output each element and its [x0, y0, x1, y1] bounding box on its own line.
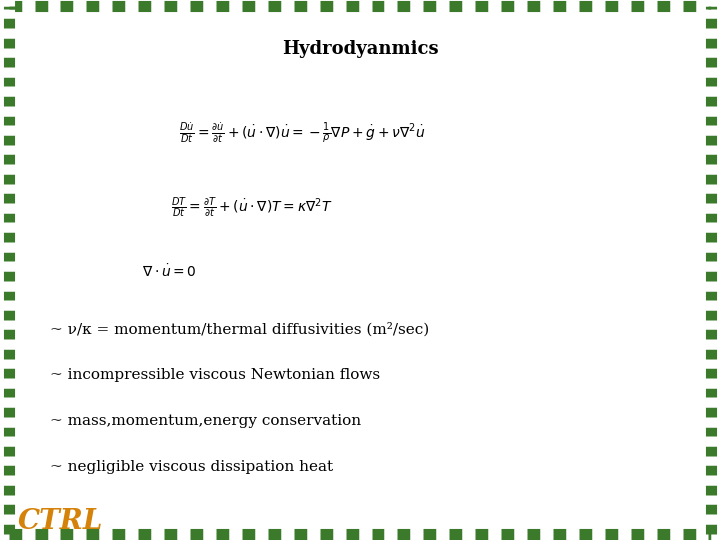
Text: ~ mass,momentum,energy conservation: ~ mass,momentum,energy conservation: [50, 414, 361, 428]
Text: $\frac{DT}{Dt} = \frac{\partial T}{\partial t} + (\dot{u}\cdot\nabla)T = \kappa\: $\frac{DT}{Dt} = \frac{\partial T}{\part…: [171, 195, 333, 220]
Text: Hydrodyanmics: Hydrodyanmics: [282, 40, 438, 58]
Text: ~ negligible viscous dissipation heat: ~ negligible viscous dissipation heat: [50, 460, 333, 474]
Text: ~ ν/κ = momentum/thermal diffusivities (m²/sec): ~ ν/κ = momentum/thermal diffusivities (…: [50, 322, 430, 336]
Text: ~ incompressible viscous Newtonian flows: ~ incompressible viscous Newtonian flows: [50, 368, 381, 382]
Text: $\frac{D\dot{u}}{Dt} = \frac{\partial\dot{u}}{\partial t} + (\dot{u}\cdot\nabla): $\frac{D\dot{u}}{Dt} = \frac{\partial\do…: [179, 120, 426, 145]
Text: CTRL: CTRL: [18, 508, 104, 535]
Text: $\nabla \cdot \dot{u} = 0$: $\nabla \cdot \dot{u} = 0$: [142, 264, 197, 280]
